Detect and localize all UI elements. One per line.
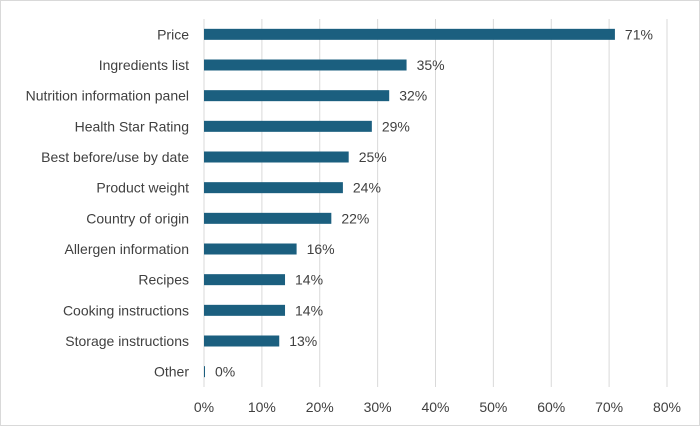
bar bbox=[204, 212, 332, 224]
gridlines bbox=[203, 19, 668, 387]
data-label: 0% bbox=[215, 364, 235, 380]
category-label: Cooking instructions bbox=[63, 302, 189, 318]
bar bbox=[204, 90, 390, 102]
bar bbox=[204, 366, 205, 378]
data-label: 14% bbox=[295, 302, 323, 318]
x-tick-label: 0% bbox=[194, 399, 214, 415]
x-tick-label: 10% bbox=[248, 399, 276, 415]
category-label: Ingredients list bbox=[99, 57, 189, 73]
category-label: Storage instructions bbox=[65, 333, 189, 349]
bar bbox=[204, 304, 286, 316]
x-tick-label: 70% bbox=[595, 399, 623, 415]
x-tick-label: 80% bbox=[653, 399, 681, 415]
category-label: Product weight bbox=[96, 180, 189, 196]
data-label: 25% bbox=[359, 149, 387, 165]
category-label: Country of origin bbox=[86, 210, 189, 226]
x-tick-label: 40% bbox=[421, 399, 449, 415]
data-label: 24% bbox=[353, 180, 381, 196]
category-label: Recipes bbox=[138, 272, 189, 288]
data-label: 71% bbox=[625, 26, 653, 42]
x-tick-label: 50% bbox=[479, 399, 507, 415]
category-label: Best before/use by date bbox=[41, 149, 189, 165]
data-label: 35% bbox=[417, 57, 445, 73]
data-label: 13% bbox=[289, 333, 317, 349]
labels: 0% 10% 20% 30% 40% 50% 60% 70% 80% Price 71% Ingred… bbox=[26, 26, 681, 415]
bar bbox=[204, 182, 343, 194]
bar bbox=[204, 120, 372, 132]
category-label: Health Star Rating bbox=[75, 118, 189, 134]
bar bbox=[204, 335, 280, 347]
data-label: 29% bbox=[382, 118, 410, 134]
bars bbox=[204, 28, 615, 378]
bar bbox=[204, 151, 349, 163]
bar bbox=[204, 28, 615, 40]
category-label: Price bbox=[157, 26, 189, 42]
bar bbox=[204, 274, 286, 286]
data-label: 22% bbox=[341, 210, 369, 226]
x-tick-label: 60% bbox=[537, 399, 565, 415]
data-label: 32% bbox=[399, 88, 427, 104]
bar bbox=[204, 59, 407, 71]
x-tick-label: 30% bbox=[364, 399, 392, 415]
category-label: Nutrition information panel bbox=[26, 88, 189, 104]
category-label: Other bbox=[154, 364, 189, 380]
category-label: Allergen information bbox=[64, 241, 189, 257]
x-tick-label: 20% bbox=[306, 399, 334, 415]
data-label: 16% bbox=[307, 241, 335, 257]
bar bbox=[204, 243, 297, 255]
data-label: 14% bbox=[295, 272, 323, 288]
